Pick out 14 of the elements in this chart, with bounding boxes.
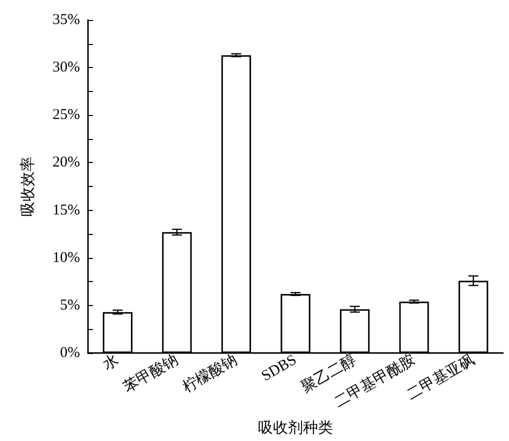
x-tick-label: 苯甲酸钠	[120, 351, 181, 396]
y-tick-label: 10%	[52, 250, 80, 266]
x-tick-label: SDBS	[259, 352, 300, 385]
y-tick-label: 25%	[52, 107, 80, 124]
y-tick-label: 15%	[52, 202, 80, 218]
y-tick-label: 0%	[60, 345, 80, 361]
x-axis-title: 吸收剂种类	[258, 420, 333, 436]
x-tick-label: 水	[100, 351, 122, 374]
y-tick-label: 30%	[52, 60, 80, 76]
y-axis-title: 吸收效率	[20, 156, 36, 216]
y-tick-label: 5%	[60, 297, 80, 314]
x-tick-label: 柠檬酸钠	[180, 351, 240, 396]
y-tick-label: 35%	[52, 12, 80, 28]
y-tick-label: 20%	[52, 154, 80, 171]
